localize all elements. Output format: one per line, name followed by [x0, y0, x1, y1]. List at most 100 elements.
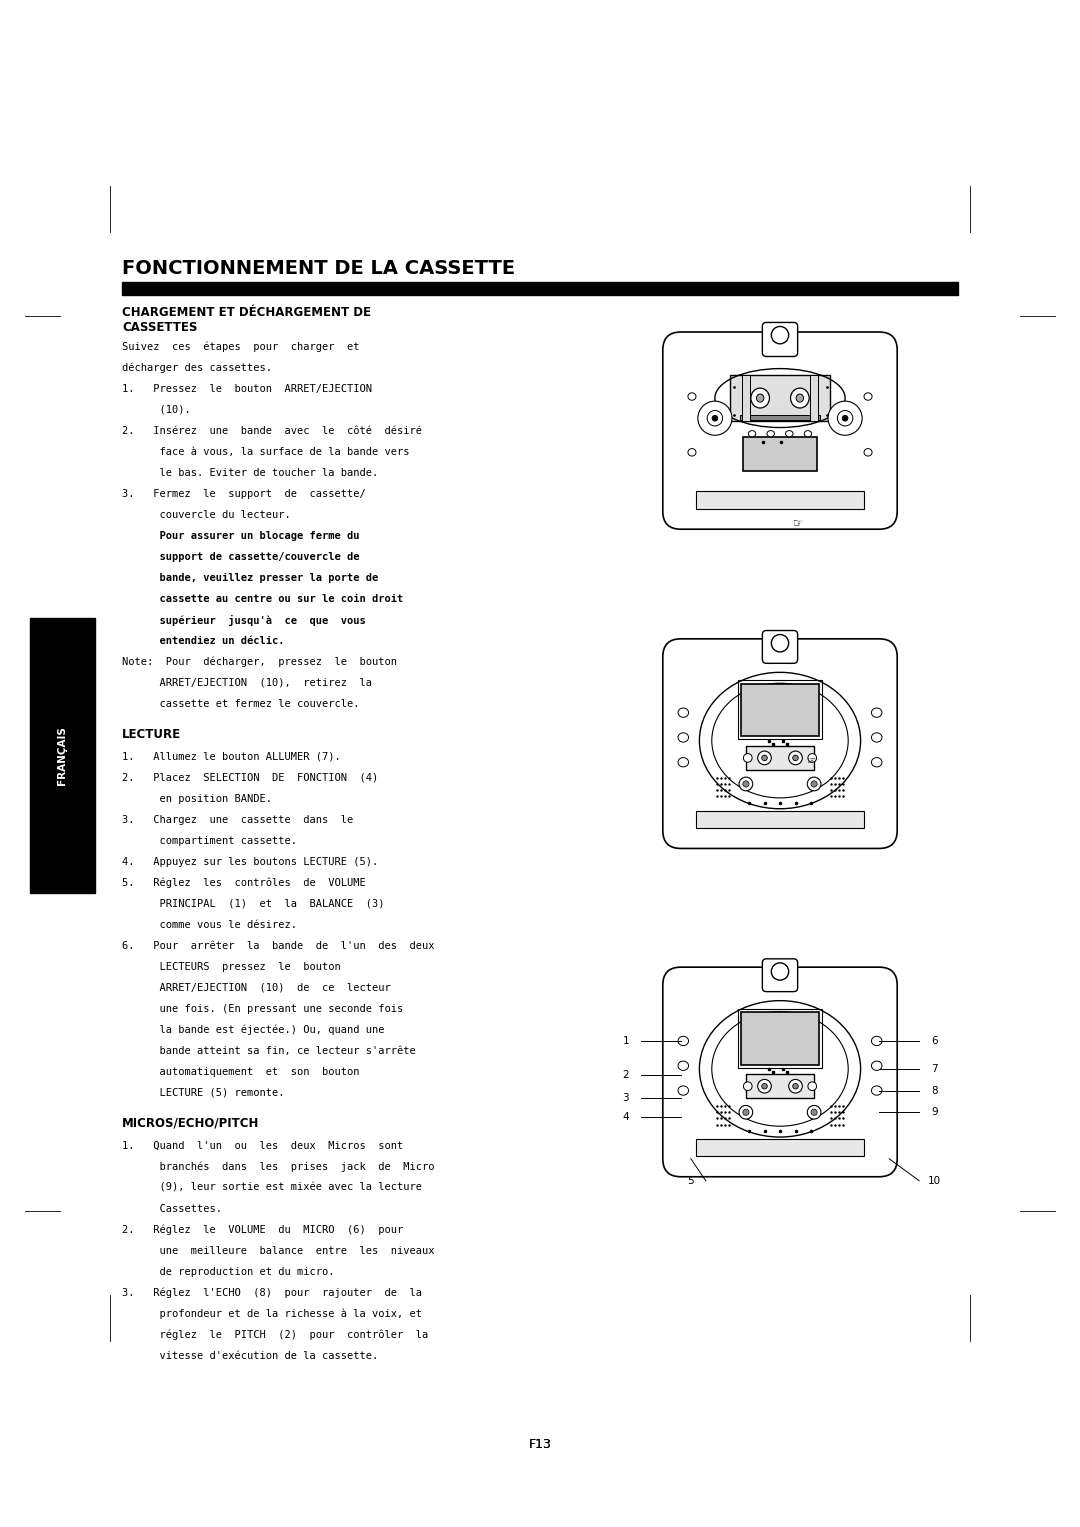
Ellipse shape	[872, 1037, 882, 1046]
Ellipse shape	[712, 683, 848, 799]
Text: F13: F13	[528, 1438, 552, 1452]
Text: 4: 4	[622, 1112, 630, 1122]
Bar	[740, 415, 821, 420]
Ellipse shape	[872, 757, 882, 767]
Ellipse shape	[771, 327, 788, 344]
Text: LECTURE: LECTURE	[122, 728, 181, 741]
Text: Cassettes.: Cassettes.	[122, 1203, 222, 1214]
Bar	[741, 684, 819, 736]
Text: face à vous, la surface de la bande vers: face à vous, la surface de la bande vers	[122, 447, 409, 457]
Ellipse shape	[751, 388, 769, 408]
Text: 1.   Pressez  le  bouton  ARRET/EJECTION: 1. Pressez le bouton ARRET/EJECTION	[122, 383, 372, 394]
Ellipse shape	[791, 388, 809, 408]
Ellipse shape	[756, 394, 764, 402]
Ellipse shape	[712, 1011, 848, 1127]
Ellipse shape	[771, 635, 788, 652]
Ellipse shape	[707, 411, 723, 426]
Ellipse shape	[700, 1000, 861, 1138]
Text: support de cassette/couvercle de: support de cassette/couvercle de	[122, 551, 360, 562]
Bar	[741, 1012, 819, 1064]
Text: supérieur  jusqu'à  ce  que  vous: supérieur jusqu'à ce que vous	[122, 615, 366, 626]
Ellipse shape	[688, 392, 696, 400]
Text: vitesse d'exécution de la cassette.: vitesse d'exécution de la cassette.	[122, 1351, 378, 1361]
FancyBboxPatch shape	[762, 631, 798, 663]
Text: 2.   Placez  SELECTION  DE  FONCTION  (4): 2. Placez SELECTION DE FONCTION (4)	[122, 773, 378, 783]
Text: Note:  Pour  décharger,  pressez  le  bouton: Note: Pour décharger, pressez le bouton	[122, 657, 397, 667]
Text: de reproduction et du micro.: de reproduction et du micro.	[122, 1267, 335, 1277]
Bar	[730, 374, 829, 421]
Text: LECTURE (5) remonte.: LECTURE (5) remonte.	[122, 1087, 284, 1098]
FancyBboxPatch shape	[762, 959, 798, 991]
Ellipse shape	[678, 1061, 689, 1070]
Bar	[30, 618, 95, 893]
Ellipse shape	[872, 733, 882, 742]
Ellipse shape	[678, 709, 689, 718]
Text: le bas. Eviter de toucher la bande.: le bas. Eviter de toucher la bande.	[122, 467, 378, 478]
Ellipse shape	[758, 1080, 771, 1093]
Ellipse shape	[678, 757, 689, 767]
Ellipse shape	[864, 449, 872, 457]
Bar	[697, 492, 864, 508]
Bar	[742, 374, 750, 421]
Bar	[122, 282, 958, 295]
Text: (9), leur sortie est mixée avec la lecture: (9), leur sortie est mixée avec la lectu…	[122, 1183, 422, 1193]
Ellipse shape	[805, 431, 812, 437]
Ellipse shape	[771, 964, 788, 980]
Text: compartiment cassette.: compartiment cassette.	[122, 835, 297, 846]
Ellipse shape	[793, 756, 798, 760]
Ellipse shape	[808, 753, 816, 762]
Ellipse shape	[767, 431, 774, 437]
Ellipse shape	[842, 415, 848, 421]
Text: branchés  dans  les  prises  jack  de  Micro: branchés dans les prises jack de Micro	[122, 1162, 434, 1173]
Text: PRINCIPAL  (1)  et  la  BALANCE  (3): PRINCIPAL (1) et la BALANCE (3)	[122, 899, 384, 909]
Ellipse shape	[678, 733, 689, 742]
Text: ARRET/EJECTION  (10),  retirez  la: ARRET/EJECTION (10), retirez la	[122, 678, 372, 689]
Text: 5.   Réglez  les  contrôles  de  VOLUME: 5. Réglez les contrôles de VOLUME	[122, 878, 366, 889]
Bar	[738, 681, 822, 739]
Bar	[810, 374, 818, 421]
Ellipse shape	[811, 1109, 818, 1115]
Ellipse shape	[807, 1106, 821, 1119]
Ellipse shape	[811, 780, 818, 786]
FancyBboxPatch shape	[663, 967, 897, 1177]
Text: (10).: (10).	[122, 405, 191, 415]
Ellipse shape	[761, 1084, 767, 1089]
Ellipse shape	[808, 1081, 816, 1090]
Ellipse shape	[872, 709, 882, 718]
Bar	[697, 811, 864, 828]
Ellipse shape	[743, 780, 750, 786]
Text: 2.   Insérez  une  bande  avec  le  côté  désiré: 2. Insérez une bande avec le côté désiré	[122, 426, 422, 435]
Text: 1: 1	[622, 1035, 630, 1046]
Ellipse shape	[796, 394, 804, 402]
Ellipse shape	[872, 1061, 882, 1070]
FancyBboxPatch shape	[762, 322, 798, 356]
Ellipse shape	[748, 431, 756, 437]
Ellipse shape	[739, 1106, 753, 1119]
Text: 6: 6	[931, 1035, 937, 1046]
Text: réglez  le  PITCH  (2)  pour  contrôler  la: réglez le PITCH (2) pour contrôler la	[122, 1330, 429, 1341]
Ellipse shape	[743, 753, 752, 762]
Text: 2: 2	[622, 1070, 630, 1080]
Text: 1.   Allumez le bouton ALLUMER (7).: 1. Allumez le bouton ALLUMER (7).	[122, 751, 341, 762]
Ellipse shape	[761, 756, 767, 760]
Ellipse shape	[743, 1081, 752, 1090]
Ellipse shape	[739, 777, 753, 791]
Ellipse shape	[788, 751, 802, 765]
Ellipse shape	[678, 1086, 689, 1095]
Text: Pour assurer un blocage ferme du: Pour assurer un blocage ferme du	[122, 531, 360, 541]
Ellipse shape	[712, 415, 718, 421]
Text: FONCTIONNEMENT DE LA CASSETTE: FONCTIONNEMENT DE LA CASSETTE	[122, 260, 515, 278]
Bar	[738, 1009, 822, 1067]
Text: 3.   Réglez  l'ECHO  (8)  pour  rajouter  de  la: 3. Réglez l'ECHO (8) pour rajouter de la	[122, 1287, 422, 1298]
Text: 10: 10	[928, 1176, 941, 1186]
Text: 4.   Appuyez sur les boutons LECTURE (5).: 4. Appuyez sur les boutons LECTURE (5).	[122, 857, 378, 867]
Text: FRANÇAIS: FRANÇAIS	[57, 727, 67, 785]
Text: 9: 9	[931, 1107, 937, 1118]
Bar	[746, 747, 814, 770]
Ellipse shape	[864, 392, 872, 400]
Ellipse shape	[688, 449, 696, 457]
Text: 5: 5	[688, 1176, 694, 1186]
FancyBboxPatch shape	[663, 638, 897, 849]
Ellipse shape	[700, 672, 861, 809]
Ellipse shape	[758, 751, 771, 765]
